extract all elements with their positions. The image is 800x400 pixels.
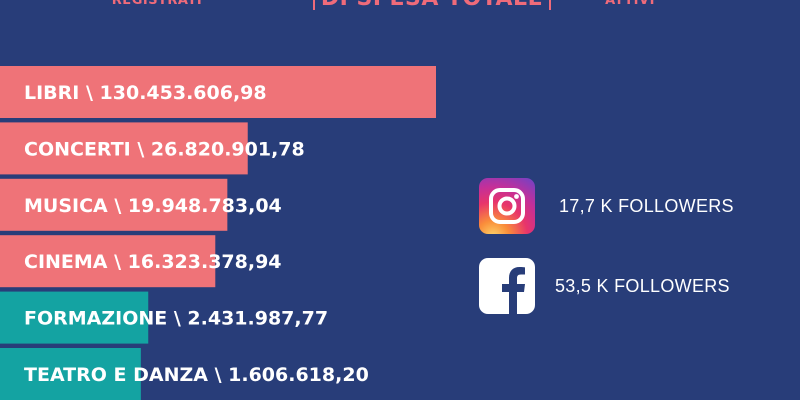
header-center-label: DI SPESA TOTALE <box>321 0 543 11</box>
bar-label: LIBRI \ 130.453.606,98 <box>24 82 267 104</box>
header-right-label: ATTIVI <box>605 0 655 8</box>
bar-concerti <box>0 122 248 175</box>
header-divider <box>549 0 551 10</box>
bar-teatro-e-danza <box>0 348 141 400</box>
bar-label: MUSICA \ 19.948.783,04 <box>24 195 282 217</box>
instagram-icon[interactable] <box>479 178 535 234</box>
bar-label: CINEMA \ 16.323.378,94 <box>24 251 282 273</box>
header-divider <box>313 0 315 10</box>
header-bar: REGISTRATI DI SPESA TOTALE ATTIVI <box>0 0 800 14</box>
facebook-icon[interactable] <box>479 258 535 314</box>
spending-bar-chart: LIBRI \ 130.453.606,98 CONCERTI \ 26.820.… <box>0 66 436 400</box>
bar-libri <box>0 66 436 118</box>
facebook-followers: 53,5 K FOLLOWERS <box>555 275 730 296</box>
bar-musica <box>0 178 228 231</box>
bar-label: CONCERTI \ 26.820.901,78 <box>24 138 305 160</box>
bar-label: TEATRO E DANZA \ 1.606.618,20 <box>24 364 369 386</box>
bar-cinema <box>0 235 216 288</box>
header-left-label: REGISTRATI <box>111 0 203 8</box>
bar-formazione <box>0 291 149 344</box>
facebook-row: 53,5 K FOLLOWERS <box>479 258 730 314</box>
instagram-followers: 17,7 K FOLLOWERS <box>559 195 734 216</box>
bar-label: FORMAZIONE \ 2.431.987,77 <box>24 308 328 330</box>
instagram-row: 17,7 K FOLLOWERS <box>479 178 734 234</box>
